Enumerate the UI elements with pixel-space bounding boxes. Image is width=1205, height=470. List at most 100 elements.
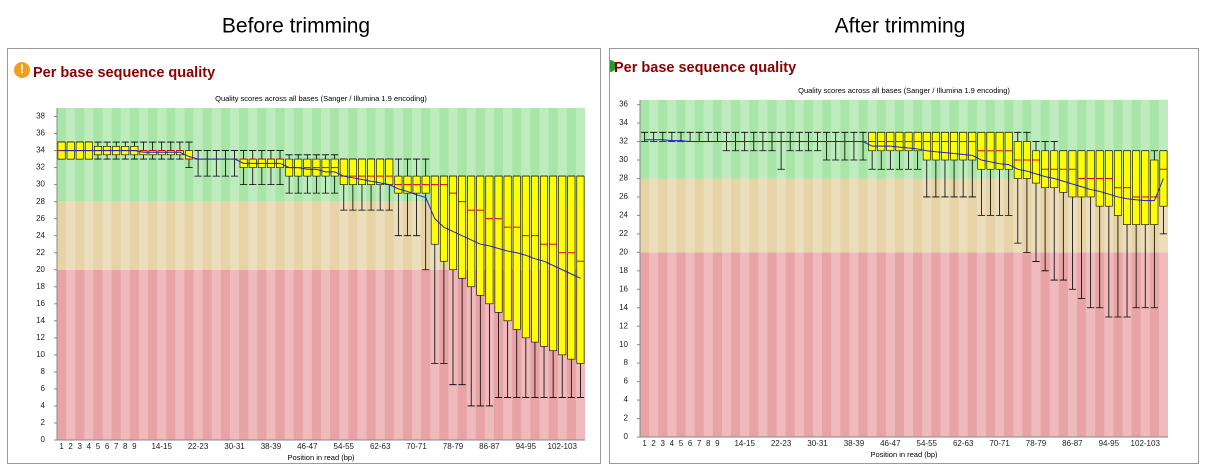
- box: [1077, 150, 1086, 198]
- y-tick-label: 10: [619, 340, 628, 349]
- bin-stripe: [703, 100, 713, 437]
- x-tick-label: 9: [715, 439, 720, 448]
- box: [367, 158, 376, 185]
- panel-heading: Before trimming: [222, 15, 370, 38]
- y-tick-label: 18: [36, 282, 45, 291]
- y-tick-label: 8: [41, 367, 46, 376]
- x-tick-label: 2: [651, 439, 656, 448]
- y-tick-label: 34: [36, 146, 45, 155]
- chart-title: Per base sequence quality: [614, 60, 796, 76]
- box: [558, 175, 567, 356]
- y-tick-label: 2: [624, 414, 629, 423]
- y-tick-label: 20: [619, 247, 628, 256]
- x-tick-label: 62-63: [953, 439, 974, 448]
- bin-stripe: [721, 100, 732, 437]
- box: [1113, 150, 1122, 216]
- x-tick-label: 38-39: [844, 439, 865, 448]
- x-tick-label: 4: [87, 442, 92, 451]
- x-tick-label: 7: [697, 439, 702, 448]
- box: [376, 158, 385, 185]
- y-tick-label: 0: [624, 432, 629, 441]
- x-tick-label: 94-95: [516, 442, 537, 451]
- x-axis-label: Position in read (bp): [870, 450, 938, 459]
- y-tick-label: 24: [619, 211, 628, 220]
- x-tick-label: 46-47: [297, 442, 318, 451]
- y-tick-label: 30: [36, 180, 45, 189]
- whisker: [394, 158, 403, 237]
- x-tick-label: 4: [670, 439, 675, 448]
- whisker: [212, 150, 220, 177]
- x-tick-label: 102-103: [548, 442, 578, 451]
- box: [521, 175, 530, 339]
- y-tick-label: 34: [619, 118, 628, 127]
- mean-line: [644, 139, 1164, 202]
- y-tick-label: 26: [619, 192, 628, 201]
- y-tick-label: 22: [36, 248, 45, 257]
- box: [485, 175, 494, 305]
- box: [922, 132, 931, 161]
- y-tick-label: 10: [36, 350, 45, 359]
- bin-stripe: [849, 100, 859, 437]
- y-tick-label: 12: [619, 321, 628, 330]
- x-tick-label: 22-23: [188, 442, 209, 451]
- x-tick-label: 54-55: [334, 442, 355, 451]
- y-tick-label: 14: [619, 303, 628, 312]
- box: [959, 132, 968, 161]
- x-tick-label: 78-79: [1026, 439, 1047, 448]
- x-tick-label: 14-15: [151, 442, 172, 451]
- y-tick-label: 22: [619, 229, 628, 238]
- x-tick-label: 54-55: [917, 439, 938, 448]
- bin-stripe: [102, 108, 112, 440]
- bin-stripe: [667, 100, 677, 437]
- x-tick-label: 86-87: [479, 442, 500, 451]
- x-tick-label: 30-31: [807, 439, 828, 448]
- whisker: [777, 131, 785, 170]
- bin-stripe: [1013, 100, 1023, 437]
- bin-stripe: [995, 100, 1005, 437]
- whisker: [230, 150, 239, 177]
- x-tick-label: 8: [123, 442, 128, 451]
- x-tick-label: 7: [114, 442, 119, 451]
- x-tick-label: 22-23: [771, 439, 792, 448]
- bin-stripe: [904, 100, 914, 437]
- x-tick-label: 38-39: [261, 442, 282, 451]
- x-tick-label: 70-71: [989, 439, 1010, 448]
- box: [968, 132, 977, 161]
- chart-subtitle: Quality scores across all bases (Sanger …: [215, 94, 427, 103]
- bin-stripe: [302, 108, 312, 440]
- bin-stripe: [339, 108, 349, 440]
- x-tick-label: 78-79: [443, 442, 464, 451]
- box: [567, 175, 576, 360]
- whisker: [850, 131, 858, 161]
- y-tick-label: 32: [36, 163, 45, 172]
- box: [385, 158, 394, 185]
- bin-stripe: [211, 108, 221, 440]
- y-tick-label: 28: [36, 197, 45, 206]
- x-tick-label: 1: [642, 439, 647, 448]
- x-tick-label: 1: [59, 442, 64, 451]
- box: [439, 175, 448, 262]
- bin-stripe: [740, 100, 750, 437]
- box: [494, 175, 503, 313]
- bin-stripe: [685, 100, 695, 437]
- whisker: [859, 131, 867, 161]
- x-tick-label: 6: [688, 439, 693, 448]
- whisker: [403, 158, 412, 237]
- x-tick-label: 5: [679, 439, 684, 448]
- y-tick-label: 18: [619, 266, 628, 275]
- x-tick-label: 94-95: [1099, 439, 1120, 448]
- x-tick-label: 6: [105, 442, 110, 451]
- bin-stripe: [138, 108, 149, 440]
- whisker: [841, 131, 849, 161]
- y-tick-label: 14: [36, 316, 45, 325]
- bin-stripe: [66, 108, 76, 440]
- bin-stripe: [794, 100, 804, 437]
- y-tick-label: 12: [36, 333, 45, 342]
- y-tick-label: 26: [36, 214, 45, 223]
- x-tick-label: 3: [78, 442, 83, 451]
- y-tick-label: 28: [619, 174, 628, 183]
- box: [1132, 150, 1141, 225]
- whisker: [832, 131, 840, 161]
- x-axis-label: Position in read (bp): [287, 453, 355, 462]
